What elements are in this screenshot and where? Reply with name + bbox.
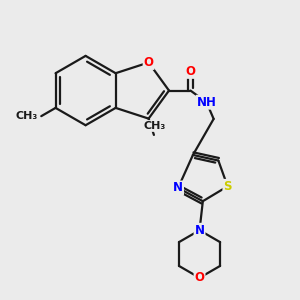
Text: N: N <box>194 224 205 237</box>
Text: CH₃: CH₃ <box>143 121 165 131</box>
Text: S: S <box>224 180 232 193</box>
Text: O: O <box>144 56 154 69</box>
Text: O: O <box>194 271 205 284</box>
Text: NH: NH <box>196 96 216 109</box>
Text: CH₃: CH₃ <box>15 111 37 121</box>
Text: N: N <box>173 182 183 194</box>
Text: O: O <box>185 65 196 78</box>
